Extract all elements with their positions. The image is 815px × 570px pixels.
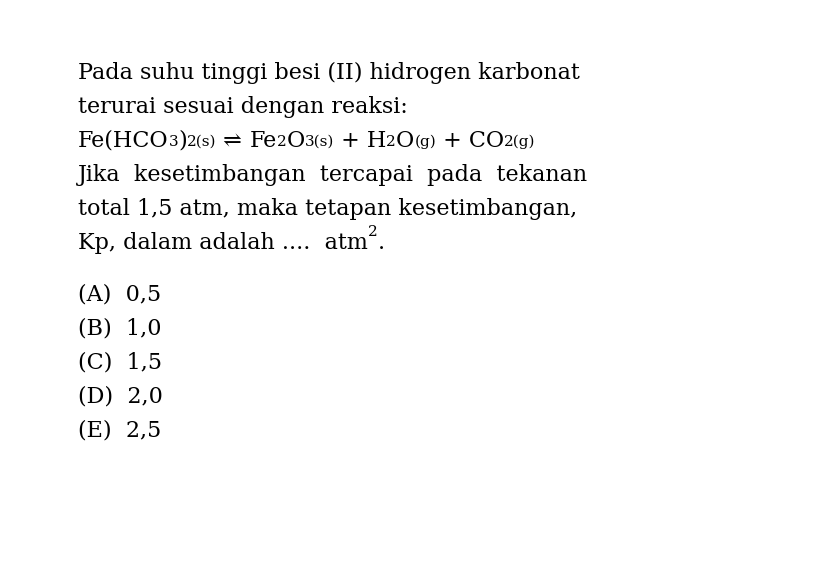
Text: total 1,5 atm, maka tetapan kesetimbangan,: total 1,5 atm, maka tetapan kesetimbanga… — [78, 198, 577, 220]
Text: (E)  2,5: (E) 2,5 — [78, 419, 161, 441]
Text: Fe: Fe — [249, 130, 276, 152]
Text: (C)  1,5: (C) 1,5 — [78, 351, 162, 373]
Text: Fe(HCO: Fe(HCO — [78, 130, 169, 152]
Text: (g): (g) — [414, 135, 436, 149]
Text: 2(g): 2(g) — [504, 135, 535, 149]
Text: (D)  2,0: (D) 2,0 — [78, 385, 163, 407]
Text: 2: 2 — [386, 135, 396, 149]
Text: 3(s): 3(s) — [305, 135, 334, 149]
Text: 2: 2 — [368, 225, 377, 239]
Text: ⇌: ⇌ — [217, 130, 249, 152]
Text: 2(s): 2(s) — [187, 135, 217, 149]
Text: (A)  0,5: (A) 0,5 — [78, 283, 161, 305]
Text: Pada suhu tinggi besi (II) hidrogen karbonat: Pada suhu tinggi besi (II) hidrogen karb… — [78, 62, 580, 84]
Text: 2: 2 — [276, 135, 286, 149]
Text: + CO: + CO — [436, 130, 504, 152]
Text: Jika  kesetimbangan  tercapai  pada  tekanan: Jika kesetimbangan tercapai pada tekanan — [78, 164, 588, 186]
Text: (B)  1,0: (B) 1,0 — [78, 317, 161, 339]
Text: Kp, dalam adalah ....  atm: Kp, dalam adalah .... atm — [78, 232, 368, 254]
Text: O: O — [286, 130, 305, 152]
Text: + H: + H — [334, 130, 386, 152]
Text: O: O — [396, 130, 414, 152]
Text: 3: 3 — [169, 135, 178, 149]
Text: terurai sesuai dengan reaksi:: terurai sesuai dengan reaksi: — [78, 96, 408, 118]
Text: ): ) — [178, 130, 187, 152]
Text: .: . — [377, 232, 385, 254]
